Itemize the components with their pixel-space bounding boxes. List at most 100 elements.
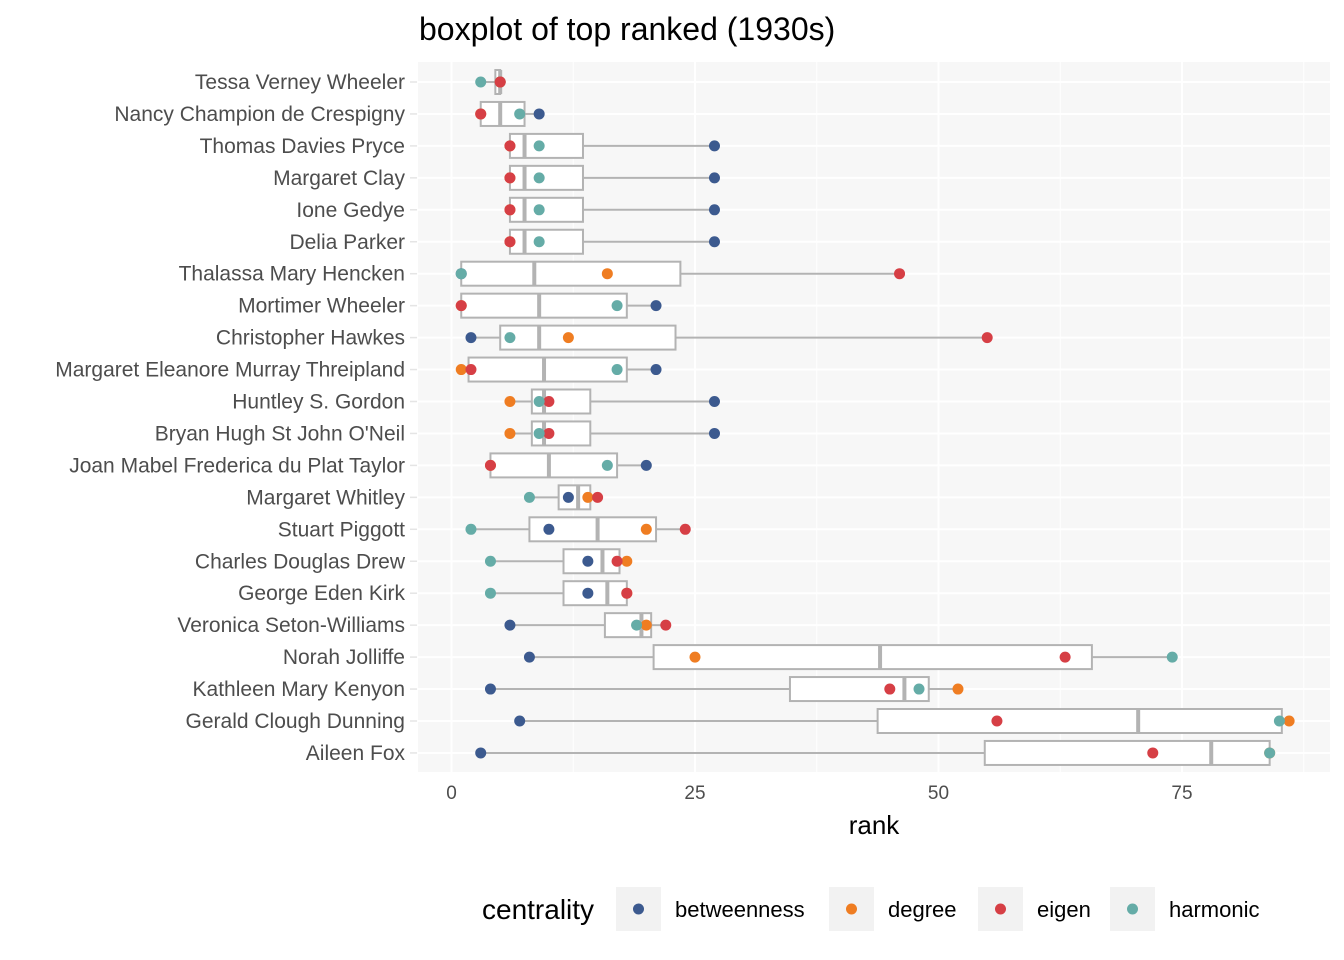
box-7: [460, 260, 900, 287]
box-iqr: [460, 292, 628, 319]
point-eigen: [504, 236, 516, 248]
point-betweenness: [543, 523, 555, 535]
point-eigen: [484, 459, 496, 471]
legend-label: degree: [888, 897, 957, 922]
point-betweenness: [533, 108, 545, 120]
legend-item-betweenness: betweenness: [616, 887, 805, 931]
point-eigen: [494, 76, 506, 88]
point-betweenness: [465, 332, 477, 344]
point-betweenness: [708, 204, 720, 216]
legend-item-degree: degree: [829, 887, 957, 931]
legend-item-harmonic: harmonic: [1110, 887, 1259, 931]
point-eigen: [592, 491, 604, 503]
y-tick-label: Charles Douglas Drew: [195, 550, 406, 573]
y-tick-label: Kathleen Mary Kenyon: [193, 678, 405, 701]
box-iqr: [788, 676, 930, 703]
point-eigen: [1059, 651, 1071, 663]
legend-item-eigen: eigen: [978, 887, 1091, 931]
point-degree: [1283, 715, 1295, 727]
point-eigen: [981, 332, 993, 344]
point-eigen: [504, 140, 516, 152]
point-betweenness: [708, 172, 720, 184]
point-eigen: [991, 715, 1003, 727]
point-betweenness: [475, 747, 487, 759]
point-degree: [640, 619, 652, 631]
x-tick-label: 50: [928, 783, 949, 804]
points: [455, 76, 1295, 759]
point-harmonic: [533, 140, 545, 152]
box-iqr: [508, 164, 584, 191]
box-iqr: [603, 612, 653, 639]
legend-key-harmonic: [1127, 903, 1138, 915]
box-22: [480, 739, 1271, 766]
point-betweenness: [708, 140, 720, 152]
point-betweenness: [514, 715, 526, 727]
point-degree: [621, 555, 633, 567]
x-axis-label: rank: [849, 810, 901, 840]
y-tick-label: Thalassa Mary Hencken: [179, 263, 405, 286]
y-tick-label: Thomas Davies Pryce: [200, 135, 405, 158]
point-betweenness: [708, 236, 720, 248]
x-tick-label: 25: [684, 783, 705, 804]
point-betweenness: [582, 555, 594, 567]
point-harmonic: [514, 108, 526, 120]
point-harmonic: [1273, 715, 1285, 727]
point-betweenness: [504, 619, 516, 631]
point-degree: [640, 523, 652, 535]
box-18: [509, 612, 666, 639]
point-harmonic: [601, 459, 613, 471]
box-3: [508, 132, 715, 159]
point-betweenness: [582, 587, 594, 599]
point-eigen: [611, 555, 623, 567]
point-harmonic: [484, 555, 496, 567]
point-betweenness: [708, 396, 720, 407]
box-iqr: [508, 228, 584, 255]
point-eigen: [894, 268, 906, 280]
point-harmonic: [611, 300, 623, 312]
point-degree: [582, 491, 594, 503]
y-tick-label: Christopher Hawkes: [216, 327, 405, 350]
y-tick-label: Veronica Seton-Williams: [177, 614, 405, 637]
point-eigen: [504, 172, 516, 184]
box-iqr: [562, 580, 628, 607]
point-harmonic: [1264, 747, 1276, 759]
point-degree: [601, 268, 613, 280]
box-iqr: [467, 356, 628, 383]
point-betweenness: [708, 427, 720, 439]
point-degree: [504, 427, 516, 439]
point-betweenness: [562, 491, 574, 503]
point-harmonic: [475, 76, 487, 88]
box-iqr: [460, 260, 682, 287]
y-tick-label: Ione Gedye: [296, 199, 405, 222]
point-harmonic: [533, 427, 545, 439]
point-degree: [562, 332, 574, 344]
y-tick-label: Stuart Piggott: [278, 518, 405, 541]
legend-label: betweenness: [675, 897, 805, 922]
box-iqr: [983, 739, 1271, 766]
point-harmonic: [533, 204, 545, 216]
y-tick-label: Nancy Champion de Crespigny: [114, 103, 405, 126]
point-eigen: [475, 108, 487, 120]
y-tick-label: Margaret Eleanore Murray Threipland: [55, 359, 405, 382]
point-degree: [952, 683, 964, 695]
point-harmonic: [533, 236, 545, 248]
point-eigen: [465, 364, 477, 376]
y-tick-label: Gerald Clough Dunning: [186, 710, 405, 733]
box-19: [529, 644, 1173, 671]
box-iqr: [508, 132, 584, 159]
box-10: [461, 356, 657, 383]
box-20: [490, 676, 958, 703]
point-harmonic: [504, 332, 516, 344]
point-harmonic: [611, 364, 623, 376]
box-13: [489, 452, 647, 479]
point-eigen: [1147, 747, 1159, 759]
point-harmonic: [465, 523, 477, 535]
legend-label: harmonic: [1169, 897, 1259, 922]
box-iqr: [499, 324, 677, 351]
y-axis-ticks: Tessa Verney Wheeler Nancy Champion de Cr…: [55, 71, 417, 765]
legend-key-degree: [846, 903, 857, 915]
point-harmonic: [523, 491, 535, 503]
point-harmonic: [631, 619, 643, 631]
y-tick-label: Tessa Verney Wheeler: [195, 71, 405, 94]
